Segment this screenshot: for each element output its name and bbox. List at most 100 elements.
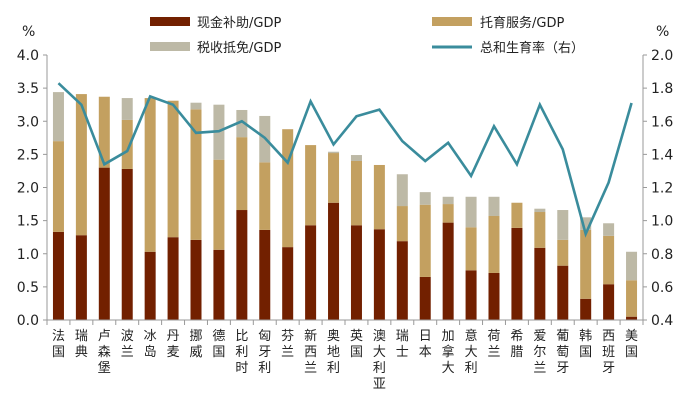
left-tick-label: 2.5 [17, 147, 39, 163]
bar-cash [282, 247, 294, 320]
left-tick-label: 4.0 [17, 48, 39, 64]
bar-tax [442, 196, 454, 205]
category-label: 韩国 [579, 329, 592, 360]
category-label: 美国 [625, 329, 638, 360]
bar-cash [52, 231, 64, 320]
category-label: 意大利 [465, 328, 478, 376]
bar-tax [419, 192, 431, 205]
tfr-line [57, 82, 633, 238]
left-tick-label: 0.5 [17, 280, 39, 296]
left-tick-label: 3.0 [17, 114, 39, 130]
bar-cash [396, 241, 408, 320]
legend-label-childcare: 托育服务/GDP [480, 15, 564, 31]
bar-childcare [98, 96, 110, 168]
bar-cash [626, 316, 638, 320]
right-tick-label: 1.0 [651, 214, 673, 230]
right-tick-label: 1.2 [651, 181, 673, 197]
bar-cash [190, 239, 202, 320]
bar-tax [328, 151, 340, 154]
category-label: 爱尔兰 [533, 329, 546, 376]
bar-cash [442, 222, 454, 320]
legend: 现金补助/GDP 托育服务/GDP 税收抵免/GDP 总和生育率（右） [150, 15, 584, 56]
category-label: 匈牙利 [258, 329, 271, 376]
right-tick-label: 2.0 [651, 48, 673, 64]
bars [52, 92, 638, 320]
bar-childcare [557, 239, 569, 266]
bar-cash [419, 276, 431, 320]
bar-childcare [305, 145, 317, 226]
bar-cash [465, 270, 477, 320]
bar-cash [213, 249, 225, 320]
bar-childcare [52, 141, 64, 232]
bar-tax [52, 92, 64, 142]
category-label: 希腊 [510, 329, 523, 360]
bar-tax [603, 223, 615, 236]
bar-tax [465, 196, 477, 228]
bar-childcare [626, 280, 638, 317]
category-labels: 法国瑞典卢森堡波兰冰岛丹麦挪威德国比利时匈牙利芬兰新西兰奥地利英国澳大利亚瑞士日… [52, 328, 638, 392]
category-label: 葡萄牙 [556, 329, 569, 376]
left-tick-label: 1.5 [17, 214, 39, 230]
category-label: 丹麦 [167, 329, 180, 360]
left-tick-label: 2.0 [17, 181, 39, 197]
bar-childcare [350, 161, 362, 226]
bar-tax [190, 102, 202, 110]
category-label: 波兰 [121, 329, 134, 360]
bar-childcare [259, 162, 271, 230]
bar-childcare [190, 109, 202, 240]
bar-childcare [603, 235, 615, 285]
category-label: 英国 [350, 329, 363, 360]
right-tick-label: 1.6 [651, 114, 673, 130]
bar-childcare [328, 153, 340, 203]
bar-cash [236, 210, 248, 320]
bar-cash [373, 229, 385, 320]
bar-childcare [419, 204, 431, 277]
axes: 0.0 0.5 1.0 1.5 2.0 2.5 3.0 3.5 4.0 0.4 0.6 0.8 1.0 1… [17, 48, 674, 329]
category-label: 芬兰 [281, 329, 294, 360]
bar-childcare [213, 159, 225, 250]
bar-childcare [465, 227, 477, 271]
bar-cash [167, 237, 179, 320]
left-tick-label: 0.0 [17, 313, 39, 329]
category-label: 比利时 [235, 329, 248, 376]
category-label: 西班牙 [602, 329, 615, 376]
bar-childcare [75, 94, 87, 236]
left-unit-label: % [22, 24, 35, 40]
category-label: 日本 [419, 329, 432, 360]
left-tick-label: 1.0 [17, 247, 39, 263]
bar-tax [488, 196, 500, 216]
bar-tax [534, 208, 546, 213]
bar-cash [488, 272, 500, 320]
bar-cash [603, 284, 615, 320]
bar-cash [305, 225, 317, 320]
category-label: 奥地利 [327, 329, 340, 376]
bar-childcare [534, 212, 546, 248]
bar-cash [350, 225, 362, 320]
legend-swatch-tax [150, 42, 190, 51]
bar-childcare [373, 164, 385, 230]
category-label: 德国 [212, 329, 225, 360]
bar-cash [75, 235, 87, 320]
category-label: 新西兰 [304, 328, 317, 376]
right-tick-label: 1.8 [651, 81, 673, 97]
bar-childcare [511, 202, 523, 228]
right-tick-label: 1.4 [651, 147, 673, 163]
bar-childcare [121, 119, 133, 169]
category-label: 荷兰 [487, 329, 500, 360]
legend-label-tfr: 总和生育率（右） [480, 40, 584, 56]
legend-label-tax: 税收抵免/GDP [197, 41, 281, 56]
left-tick-label: 3.5 [17, 81, 39, 97]
bar-childcare [144, 98, 156, 252]
category-label: 挪威 [189, 329, 202, 360]
right-tick-label: 0.4 [651, 313, 673, 329]
bar-cash [534, 247, 546, 320]
bar-cash [144, 251, 156, 320]
bar-tax [350, 155, 362, 161]
bar-childcare [442, 204, 454, 223]
bar-childcare [488, 215, 500, 273]
bar-childcare [167, 100, 179, 238]
bar-cash [557, 265, 569, 320]
tfr-line-group [57, 82, 633, 238]
category-label: 加拿大 [442, 329, 455, 376]
